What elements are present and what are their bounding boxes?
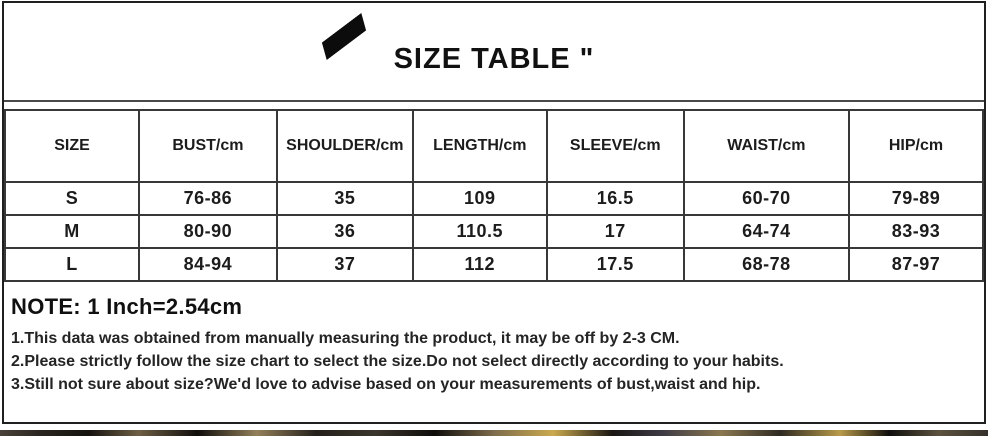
cell-length: 112 <box>411 247 548 282</box>
note-item-3: 3.Still not sure about size?We'd love to… <box>11 376 761 393</box>
note-item-2: 2.Please strictly follow the size chart … <box>11 353 784 370</box>
page-title: SIZE TABLE " <box>393 43 595 75</box>
table-row-size-m: M 80-90 36 110.5 17 64-74 83-93 <box>4 214 985 249</box>
cell-hip: 87-97 <box>847 247 985 282</box>
cell-shoulder: 37 <box>275 247 414 282</box>
cell-shoulder: 35 <box>275 181 414 216</box>
column-header-size: SIZE <box>4 109 140 183</box>
column-header-sleeve: SLEEVE/cm <box>545 109 685 183</box>
cell-sleeve: 16.5 <box>545 181 685 216</box>
note-heading: NOTE: 1 Inch=2.54cm <box>11 294 243 319</box>
cell-sleeve: 17.5 <box>545 247 685 282</box>
column-header-waist: WAIST/cm <box>682 109 850 183</box>
cell-size: S <box>4 181 140 216</box>
cell-bust: 76-86 <box>137 181 278 216</box>
table-header-row: SIZE BUST/cm SHOULDER/cm LENGTH/cm SLEEV… <box>4 109 985 183</box>
column-header-bust: BUST/cm <box>137 109 278 183</box>
column-header-shoulder: SHOULDER/cm <box>275 109 414 183</box>
cell-waist: 68-78 <box>682 247 850 282</box>
cell-size: M <box>4 214 140 249</box>
table-row-size-l: L 84-94 37 112 17.5 68-78 87-97 <box>4 247 985 282</box>
cell-bust: 80-90 <box>137 214 278 249</box>
notes-section: NOTE: 1 Inch=2.54cm 1.This data was obta… <box>4 282 984 396</box>
title-table-divider-gap <box>4 102 984 109</box>
brush-stroke-icon <box>317 13 372 60</box>
cell-hip: 79-89 <box>847 181 985 216</box>
size-chart-frame: SIZE TABLE " SIZE BUST/cm SHOULDER/cm LE… <box>2 1 986 424</box>
cell-hip: 83-93 <box>847 214 985 249</box>
title-section: SIZE TABLE " <box>4 3 984 102</box>
note-item-1: 1.This data was obtained from manually m… <box>11 330 680 347</box>
size-table: SIZE BUST/cm SHOULDER/cm LENGTH/cm SLEEV… <box>4 109 985 282</box>
cell-shoulder: 36 <box>275 214 414 249</box>
cell-size: L <box>4 247 140 282</box>
column-header-length: LENGTH/cm <box>411 109 548 183</box>
bottom-image-strip <box>0 430 988 436</box>
column-header-hip: HIP/cm <box>847 109 985 183</box>
cell-bust: 84-94 <box>137 247 278 282</box>
cell-length: 109 <box>411 181 548 216</box>
cell-waist: 64-74 <box>682 214 850 249</box>
cell-waist: 60-70 <box>682 181 850 216</box>
cell-length: 110.5 <box>411 214 548 249</box>
cell-sleeve: 17 <box>545 214 685 249</box>
table-row-size-s: S 76-86 35 109 16.5 60-70 79-89 <box>4 181 985 216</box>
